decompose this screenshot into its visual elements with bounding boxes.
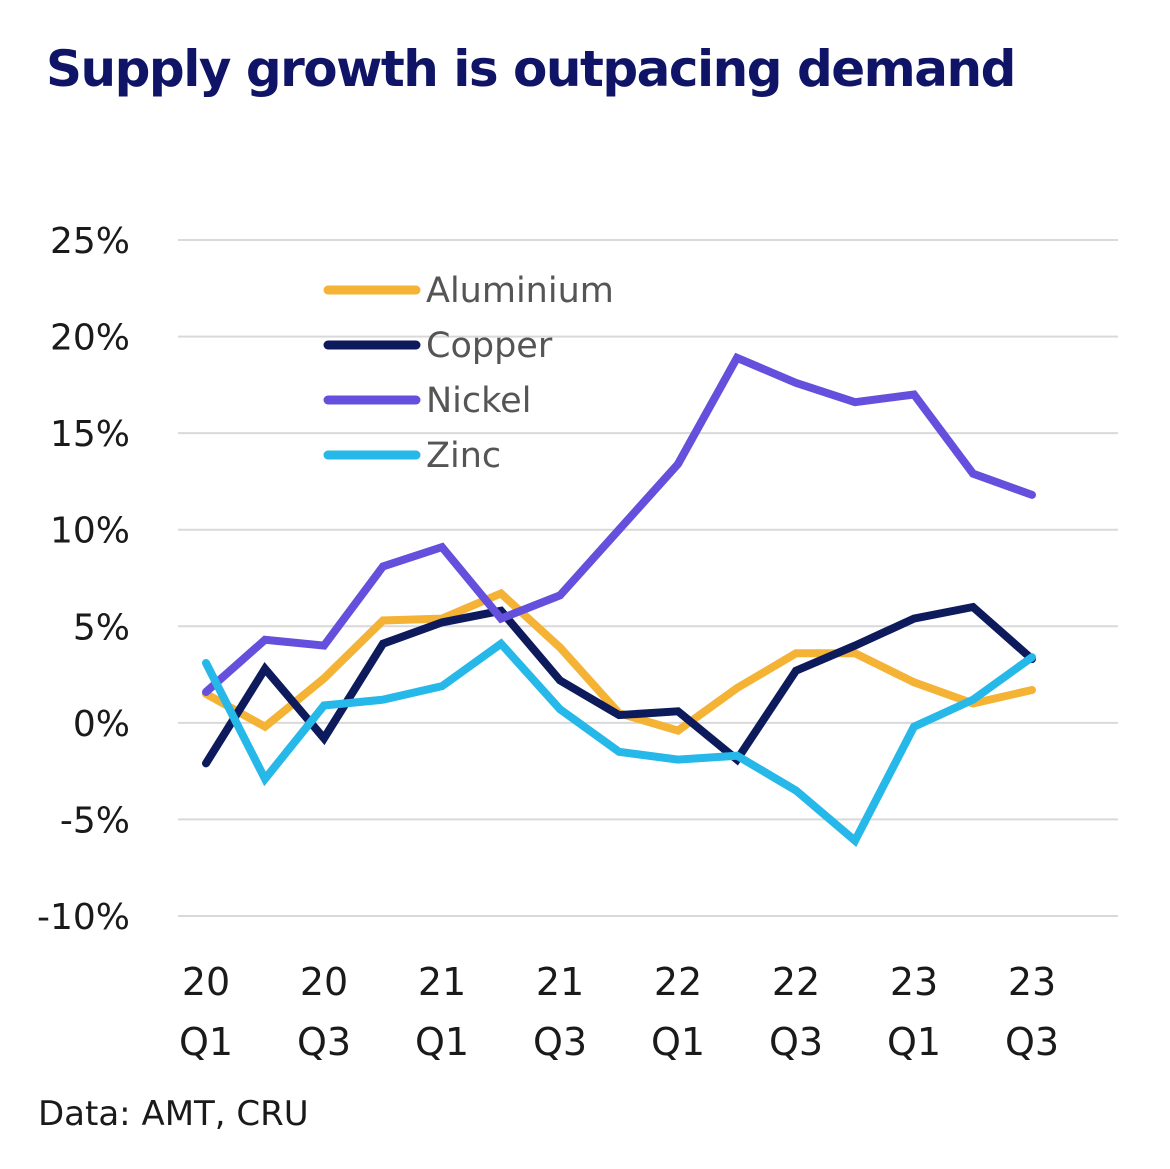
x-tick-label-quarter: Q1	[415, 1020, 469, 1064]
x-tick-label-quarter: Q1	[179, 1020, 233, 1064]
y-tick-label: 20%	[50, 318, 130, 359]
x-tick-label-quarter: Q1	[651, 1020, 705, 1064]
x-axis-ticks: 20 Q1 20 Q3 21 Q1 21 Q3 22 Q1 22 Q3 23 Q1 23 Q3	[179, 960, 1059, 1064]
x-tick-label-year: 20	[182, 960, 230, 1004]
y-axis-ticks: 25% 20% 15% 10% 5% 0% -5% -10%	[37, 221, 130, 938]
x-tick-label-year: 22	[654, 960, 702, 1004]
y-tick-label: 0%	[73, 704, 130, 745]
x-tick-label-year: 22	[772, 960, 820, 1004]
gridlines	[178, 239, 1118, 917]
y-tick-label: 15%	[50, 414, 130, 455]
y-tick-label: 25%	[50, 221, 130, 262]
y-tick-label: -5%	[60, 800, 130, 841]
x-tick-label-quarter: Q3	[533, 1020, 587, 1064]
x-tick-label-quarter: Q3	[769, 1020, 823, 1064]
legend-label-copper: Copper	[426, 326, 553, 366]
source-note: Data: AMT, CRU	[38, 1094, 309, 1134]
series-lines	[202, 352, 1036, 848]
x-tick-label-year: 21	[536, 960, 584, 1004]
y-tick-label: -10%	[37, 897, 130, 938]
chart-title: Supply growth is outpacing demand	[46, 40, 1016, 98]
series-line-nickel	[202, 352, 1036, 696]
legend-label-aluminium: Aluminium	[426, 271, 614, 311]
y-tick-label: 10%	[50, 511, 130, 552]
x-tick-label-quarter: Q1	[887, 1020, 941, 1064]
x-tick-label-year: 21	[418, 960, 466, 1004]
x-tick-label-year: 20	[300, 960, 348, 1004]
y-tick-label: 5%	[73, 607, 130, 648]
series-line-zinc	[202, 638, 1036, 848]
x-tick-label-quarter: Q3	[297, 1020, 351, 1064]
legend-label-nickel: Nickel	[426, 381, 531, 421]
x-tick-label-quarter: Q3	[1005, 1020, 1059, 1064]
legend-label-zinc: Zinc	[426, 436, 501, 476]
x-tick-label-year: 23	[890, 960, 938, 1004]
x-tick-label-year: 23	[1008, 960, 1056, 1004]
legend: Aluminium Copper Nickel Zinc	[323, 271, 614, 476]
series-line-aluminium	[202, 588, 1036, 735]
